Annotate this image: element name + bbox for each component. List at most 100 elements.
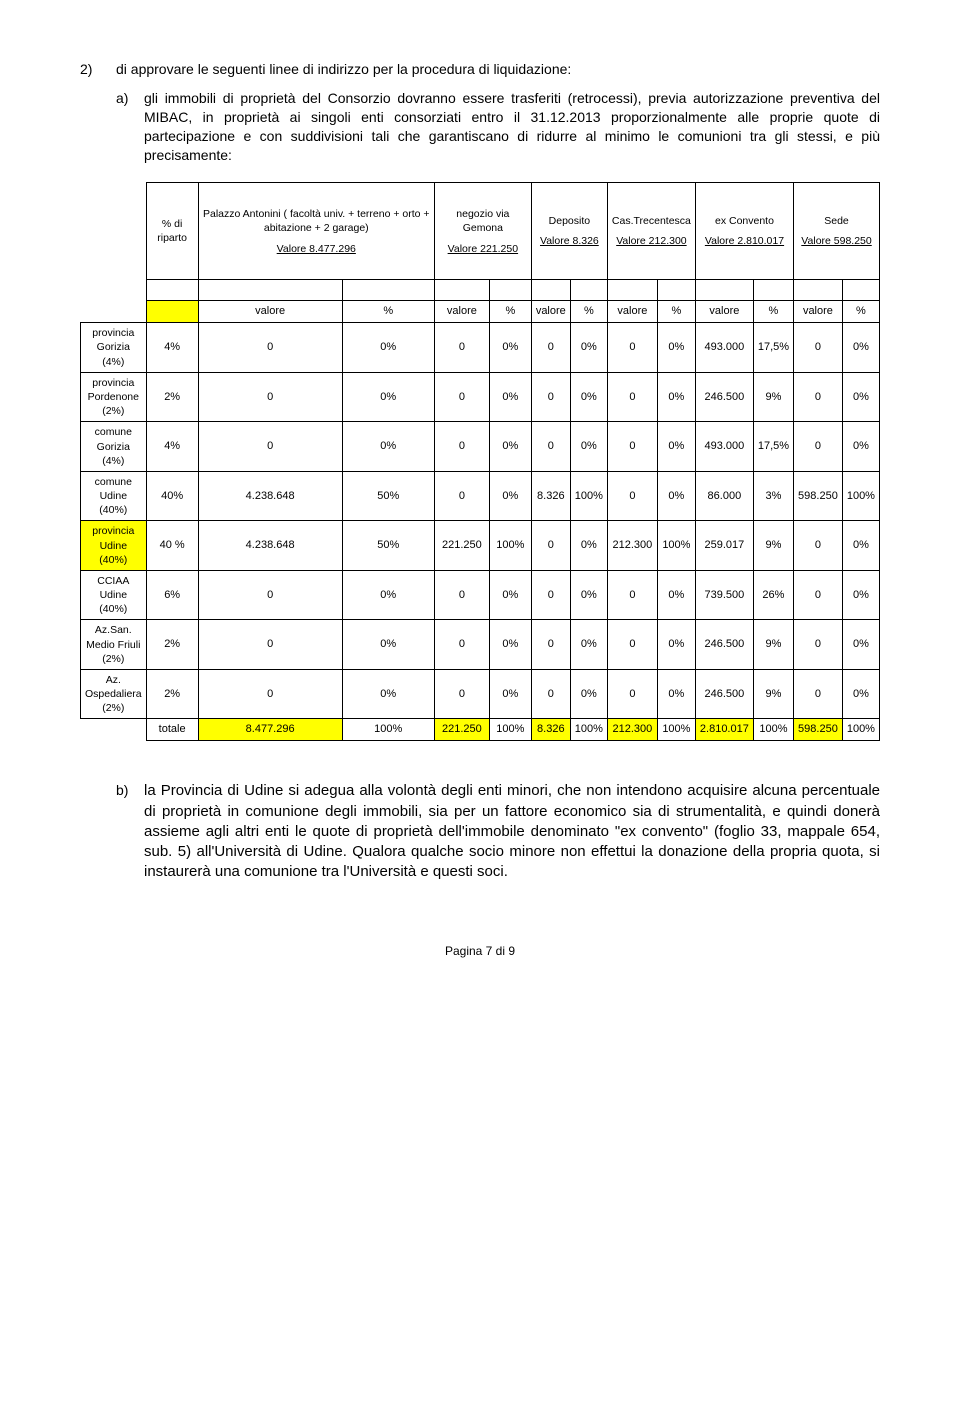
cell-pct: 0% <box>502 341 518 353</box>
pct-label: % <box>584 305 594 317</box>
cell-pct: 0% <box>581 539 597 551</box>
cell-value: 0 <box>548 341 554 353</box>
cell-value: 0 <box>267 341 273 353</box>
valore-label: valore <box>255 305 285 317</box>
cell-pct: 0% <box>502 440 518 452</box>
cell-value: 0 <box>459 589 465 601</box>
cell-pct: 0% <box>668 688 684 700</box>
cell-value: 0 <box>267 391 273 403</box>
intro-paragraph: 2) di approvare le seguenti linee di ind… <box>80 60 880 79</box>
cell-value: 246.500 <box>704 391 744 403</box>
cell-value: 0 <box>548 391 554 403</box>
row-name: Az.San.Medio Friuli(2%) <box>81 620 147 670</box>
cell-value: 493.000 <box>704 341 744 353</box>
cell-value: 0 <box>815 638 821 650</box>
col-label: Cas.Trecentesca <box>612 214 691 228</box>
total-pct: 100% <box>759 723 787 735</box>
total-pct: 100% <box>374 723 402 735</box>
cell-value: 0 <box>267 589 273 601</box>
cell-pct: 0% <box>502 688 518 700</box>
cell-pct: 0% <box>380 440 396 452</box>
col-value: Valore 221.250 <box>439 242 527 256</box>
cell-pct: 0% <box>853 688 869 700</box>
total-pct: 100% <box>496 723 524 735</box>
row-name: Az.Ospedaliera(2%) <box>81 669 147 719</box>
row-name: provinciaGorizia(4%) <box>81 323 147 373</box>
cell-value: 246.500 <box>704 638 744 650</box>
cell-pct: 3% <box>765 490 781 502</box>
cell-value: 0 <box>548 440 554 452</box>
pct-label: % <box>769 305 779 317</box>
cell-value: 0 <box>629 688 635 700</box>
row-riparto: 2% <box>164 688 180 700</box>
cell-pct: 0% <box>668 589 684 601</box>
cell-pct: 9% <box>765 688 781 700</box>
cell-value: 493.000 <box>704 440 744 452</box>
cell-value: 212.300 <box>613 539 653 551</box>
row-riparto: 40 % <box>160 539 185 551</box>
sub-a-text: gli immobili di proprietà del Consorzio … <box>144 89 880 165</box>
cell-value: 598.250 <box>798 490 838 502</box>
cell-value: 259.017 <box>704 539 744 551</box>
allocation-table: % di ripartoPalazzo Antonini ( facoltà u… <box>80 182 880 741</box>
cell-pct: 0% <box>668 440 684 452</box>
cell-value: 8.326 <box>537 490 565 502</box>
cell-value: 221.250 <box>442 539 482 551</box>
total-pct: 100% <box>847 723 875 735</box>
cell-value: 0 <box>548 688 554 700</box>
row-riparto: 4% <box>164 341 180 353</box>
cell-value: 0 <box>815 341 821 353</box>
pct-label: % <box>856 305 866 317</box>
col-value: Valore 598.250 <box>798 234 875 248</box>
row-riparto: 6% <box>164 589 180 601</box>
page-footer: Pagina 7 di 9 <box>80 943 880 959</box>
cell-value: 0 <box>815 589 821 601</box>
row-name: comuneUdine(40%) <box>81 471 147 521</box>
col-label: Palazzo Antonini ( facoltà univ. + terre… <box>203 207 430 235</box>
valore-label: valore <box>536 305 566 317</box>
total-value: 8.326 <box>537 723 565 735</box>
cell-pct: 0% <box>668 391 684 403</box>
valore-label: valore <box>709 305 739 317</box>
total-value: 598.250 <box>798 723 838 735</box>
row-name: provinciaPordenone(2%) <box>81 372 147 422</box>
total-pct: 100% <box>575 723 603 735</box>
total-value: 221.250 <box>442 723 482 735</box>
cell-value: 0 <box>548 638 554 650</box>
col-value: Valore 212.300 <box>612 234 691 248</box>
cell-value: 0 <box>267 440 273 452</box>
cell-pct: 0% <box>581 638 597 650</box>
cell-pct: 0% <box>502 638 518 650</box>
cell-pct: 100% <box>575 490 603 502</box>
row-riparto: 2% <box>164 391 180 403</box>
cell-value: 0 <box>815 688 821 700</box>
cell-pct: 0% <box>853 638 869 650</box>
valore-label: valore <box>447 305 477 317</box>
cell-pct: 0% <box>380 589 396 601</box>
cell-pct: 9% <box>765 539 781 551</box>
col-value: Valore 8.477.296 <box>203 242 430 256</box>
cell-value: 0 <box>459 341 465 353</box>
cell-pct: 0% <box>380 688 396 700</box>
cell-value: 739.500 <box>704 589 744 601</box>
cell-value: 0 <box>629 341 635 353</box>
cell-pct: 17,5% <box>758 341 789 353</box>
row-riparto: 40% <box>161 490 183 502</box>
cell-pct: 0% <box>581 391 597 403</box>
cell-pct: 0% <box>581 688 597 700</box>
total-value: 212.300 <box>613 723 653 735</box>
cell-value: 0 <box>815 391 821 403</box>
cell-pct: 0% <box>502 391 518 403</box>
cell-value: 0 <box>629 440 635 452</box>
row-name: CCIAAUdine(40%) <box>81 570 147 620</box>
cell-pct: 9% <box>765 638 781 650</box>
cell-pct: 0% <box>380 638 396 650</box>
cell-pct: 50% <box>377 490 399 502</box>
cell-pct: 100% <box>496 539 524 551</box>
pct-label: % <box>383 305 393 317</box>
cell-value: 0 <box>815 440 821 452</box>
cell-value: 4.238.648 <box>246 490 295 502</box>
pct-label: % <box>671 305 681 317</box>
valore-label: valore <box>803 305 833 317</box>
cell-value: 0 <box>459 440 465 452</box>
